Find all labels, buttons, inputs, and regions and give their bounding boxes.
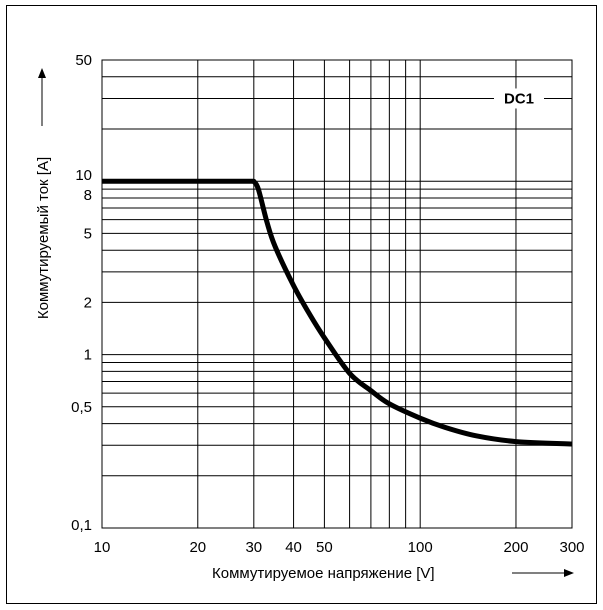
x-tick-label: 30 — [245, 539, 262, 556]
y-axis-arrow-head — [38, 68, 46, 78]
x-tick-label: 10 — [94, 539, 111, 556]
y-tick-label: 50 — [75, 52, 92, 69]
y-tick-label: 10 — [75, 167, 92, 184]
y-tick-label: 1 — [84, 347, 92, 364]
x-tick-label: 50 — [316, 539, 333, 556]
x-axis-label: Коммутируемое напряжение [V] — [212, 565, 435, 582]
x-axis-arrow-head — [564, 569, 574, 577]
series-line-dc1 — [102, 178, 573, 447]
y-tick-label: 8 — [84, 187, 92, 204]
x-tick-label: 40 — [285, 539, 302, 556]
x-tick-label: 20 — [189, 539, 206, 556]
y-tick-label: 2 — [84, 294, 92, 311]
series-label-group: DC1 — [494, 88, 544, 109]
x-tick-labels: 10 20 30 40 50 100 200 300 — [94, 539, 585, 556]
x-tick-label: 300 — [559, 539, 584, 556]
x-tick-label: 200 — [503, 539, 528, 556]
y-tick-label: 5 — [84, 225, 92, 242]
series-label-background — [494, 88, 544, 109]
x-tick-label: 100 — [408, 539, 433, 556]
y-axis-label: Коммутируемый ток [A] — [35, 157, 52, 319]
grid — [101, 59, 573, 529]
y-tick-label: 0,5 — [71, 399, 92, 416]
plot-border — [101, 59, 573, 529]
series-label-dc1: DC1 — [504, 90, 534, 107]
y-tick-labels: 0,1 0,5 1 2 5 8 10 50 — [71, 52, 92, 534]
y-tick-label: 0,1 — [71, 517, 92, 534]
